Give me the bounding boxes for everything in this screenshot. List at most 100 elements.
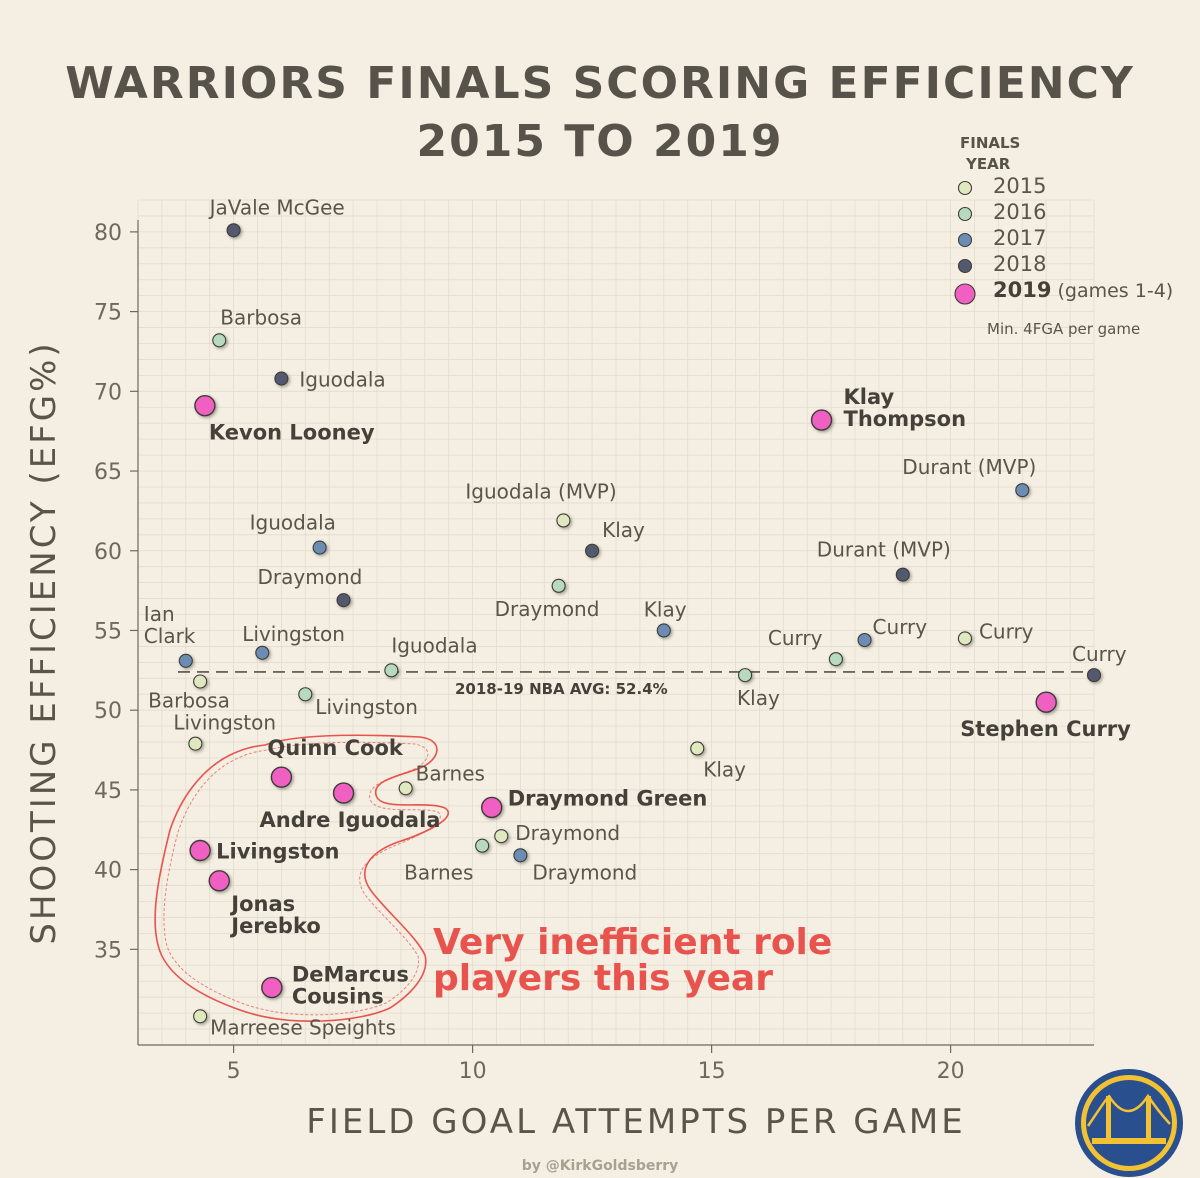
x-tick-label: 10 [459,1059,487,1084]
point-label: Barnes [416,761,485,785]
data-point-2017 [857,632,872,648]
legend-marker-2018 [957,258,973,274]
data-point-2015 [690,741,705,756]
point-label: Curry [1072,642,1127,666]
point-label: Durant (MVP) [902,455,1036,479]
data-point-2017 [656,623,671,638]
legend-item-2016: 2016 [993,200,1046,224]
legend-title-line2: YEAR [966,155,1011,173]
data-point-2015 [494,829,509,844]
data-point-2016 [384,663,399,678]
point-label: Curry [979,619,1034,643]
point-label: Andre Iguodala [260,808,441,832]
annotation-lasso-inner [163,741,441,1016]
data-point-2018 [1086,668,1102,683]
data-point-2019 [270,766,293,788]
y-tick-label: 55 [94,619,122,644]
point-label: Livingston [315,695,418,719]
point-label: Livingston [173,711,276,735]
data-point-2016 [212,333,227,348]
y-tick-label: 70 [94,380,122,405]
point-label: Livingston [242,622,345,646]
point-label: Iguodala [299,368,385,392]
annotation-text-line1: Very inefficient role [433,922,832,963]
legend-item-2017: 2017 [993,226,1046,250]
nba-average-label: 2018-19 NBA AVG: 52.4% [455,680,668,698]
point-label: Livingston [216,839,339,863]
point-labels: Iguodala (MVP) Barnes Draymond Klay Curry Bar… [144,195,1131,1039]
point-label: Barbosa [220,305,302,329]
y-tick-label: 65 [94,460,122,485]
point-label: Draymond [515,821,620,845]
y-axis-label: SHOOTING EFFICIENCY (EFG%) [24,340,64,944]
data-point-2015 [193,1009,208,1024]
point-label: Klay [644,597,687,621]
y-tick-label: 75 [94,301,122,326]
legend-note: Min. 4FGA per game [987,320,1141,338]
data-point-2015 [398,781,413,796]
legend-year: 2018 [993,252,1047,276]
data-point-2018 [226,223,241,238]
y-tick-label: 60 [94,540,122,565]
y-tick-label: 80 [94,221,122,246]
legend-marker-2015 [957,180,973,196]
legend-suffix: (games 1-4) [1051,280,1174,302]
data-point-2015 [188,736,203,751]
point-label: Kevon Looney [209,421,375,445]
data-point-2018 [274,371,289,386]
point-label: JaVale McGee [208,195,345,219]
x-tick-label: 15 [698,1059,726,1084]
y-tick-label: 45 [94,779,122,804]
data-point-2015 [556,513,571,528]
chart-title-line2: 2015 TO 2019 [416,116,784,167]
point-label: Durant (MVP) [817,538,951,562]
data-point-2018 [895,567,910,582]
data-point-2017 [513,848,528,863]
data-point-2017 [1015,483,1030,498]
point-label: Draymond [532,860,637,884]
data-point-2019 [810,409,833,431]
data-point-2019 [194,394,216,417]
legend-markers [954,180,976,305]
legend-year: 2016 [993,200,1047,224]
point-label: Klay [602,518,645,542]
point-label: Iguodala (MVP) [465,479,616,503]
point-label: Curry [768,626,823,650]
y-tick-label: 40 [94,859,122,884]
data-point-2016 [475,838,490,853]
point-label: Draymond [495,597,600,621]
legend-item-2019: 2019 (games 1-4) [993,278,1173,302]
annotation-group: Very inefficient role players this year [154,734,832,1022]
data-point-2016 [738,668,753,683]
data-point-2015 [193,674,208,689]
legend-marker-2019 [954,283,976,305]
x-tick-label: 20 [937,1059,965,1084]
data-point-2018 [336,593,351,608]
data-point-2015 [957,631,972,646]
point-label: Barbosa [148,688,230,712]
point-label: Curry [873,615,928,639]
point-label: Barnes [404,861,473,885]
legend-year: 2015 [993,174,1047,198]
warriors-logo [1075,1069,1183,1177]
data-point-2019 [208,870,230,892]
point-label: Ian Clark [144,602,196,648]
reference-line-group: 2018-19 NBA AVG: 52.4% [178,671,1094,698]
legend-marker-2017 [957,232,973,248]
grid [137,199,1095,1046]
data-points [178,223,1102,1024]
point-label: Klay [737,686,780,710]
point-label: Stephen Curry [960,717,1131,741]
point-label: Klay Thompson [844,385,967,431]
chart-title-line1: WARRIORS FINALS SCORING EFFICIENCY [65,58,1135,109]
annotation-text-line2: players this year [433,958,773,999]
legend-title-line1: FINALS [960,134,1021,152]
point-label: Draymond Green [508,786,708,810]
legend-marker-2016 [957,206,973,222]
point-label: Draymond [258,565,363,589]
point-label: Marreese Speights [210,1015,396,1039]
legend-year: 2019 [993,278,1052,302]
data-point-2017 [178,653,193,668]
data-point-2019 [189,839,211,862]
